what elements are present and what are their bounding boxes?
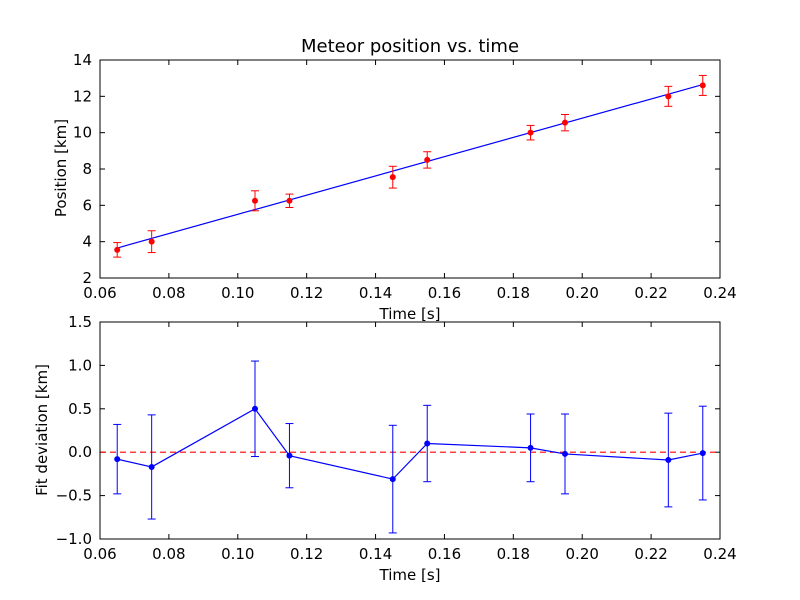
chart-title: Meteor position vs. time <box>301 36 519 57</box>
data-point <box>699 82 706 89</box>
y-tick-label: 8 <box>82 160 92 178</box>
data-point <box>114 246 121 253</box>
y-tick-label: 4 <box>82 233 92 251</box>
plot-area <box>113 74 707 258</box>
x-tick-label: 0.06 <box>83 545 116 563</box>
x-tick-label: 0.20 <box>566 284 599 302</box>
x-tick-label: 0.06 <box>83 284 116 302</box>
x-tick-label: 0.12 <box>290 284 323 302</box>
y-tick-label: 6 <box>82 196 92 214</box>
position-plot: Time [s] Position [km] 0.06 0.08 0.10 0.12 0… <box>52 51 737 323</box>
y-tick-label: 14 <box>73 51 92 69</box>
data-point <box>665 93 672 100</box>
y-tick-label: 1.5 <box>68 313 92 331</box>
plot-area <box>100 360 720 534</box>
x-axis-label: Time [s] <box>379 566 441 584</box>
data-point <box>114 456 121 463</box>
x-tick-label: 0.08 <box>152 545 185 563</box>
x-tick-label: 0.10 <box>221 284 254 302</box>
y-tick-label: 0.0 <box>68 443 92 461</box>
y-tick-label: 0.5 <box>68 400 92 418</box>
y-tick-label: −1.0 <box>56 530 92 548</box>
deviation-line <box>117 408 703 480</box>
y-tick-label: 12 <box>73 87 92 105</box>
axes-frame <box>99 321 721 540</box>
x-tick-label: 0.20 <box>566 545 599 563</box>
x-tick-label: 0.18 <box>497 545 530 563</box>
x-axis-label: Time [s] <box>379 305 441 323</box>
data-point <box>665 457 672 464</box>
data-point <box>424 440 431 447</box>
data-point <box>699 450 706 457</box>
data-point <box>252 197 258 204</box>
data-point <box>527 129 534 136</box>
y-tick-label: 10 <box>73 124 92 142</box>
x-tick-label: 0.16 <box>428 284 461 302</box>
x-tick-label: 0.22 <box>634 545 667 563</box>
data-point <box>286 197 293 204</box>
y-axis-label: Position [km] <box>52 119 70 217</box>
data-point <box>389 174 396 181</box>
data-point <box>562 119 568 126</box>
x-tick-label: 0.10 <box>221 545 254 563</box>
x-tick-label: 0.18 <box>497 284 530 302</box>
y-axis-label: Fit deviation [km] <box>33 364 51 496</box>
data-point <box>424 156 431 163</box>
fit-line <box>117 83 703 249</box>
y-tick-label: 1.0 <box>68 356 92 374</box>
data-point <box>562 450 568 457</box>
y-tick-label: 2 <box>82 269 92 287</box>
data-point <box>389 476 396 483</box>
x-tick-label: 0.14 <box>359 545 392 563</box>
x-tick-label: 0.16 <box>428 545 461 563</box>
data-point <box>148 238 155 245</box>
axes-frame <box>99 59 721 279</box>
x-tick-label: 0.22 <box>634 284 667 302</box>
x-tick-label: 0.24 <box>703 545 736 563</box>
data-point <box>252 405 258 412</box>
y-tick-label: −0.5 <box>56 487 92 505</box>
deviation-plot: Time [s] Fit deviation [km] 0.06 0.08 0.10… <box>33 313 737 584</box>
x-tick-label: 0.12 <box>290 545 323 563</box>
x-tick-label: 0.24 <box>703 284 736 302</box>
x-tick-label: 0.14 <box>359 284 392 302</box>
x-tick-label: 0.08 <box>152 284 185 302</box>
data-point <box>527 444 534 451</box>
data-point <box>148 463 155 470</box>
data-point <box>286 452 293 459</box>
